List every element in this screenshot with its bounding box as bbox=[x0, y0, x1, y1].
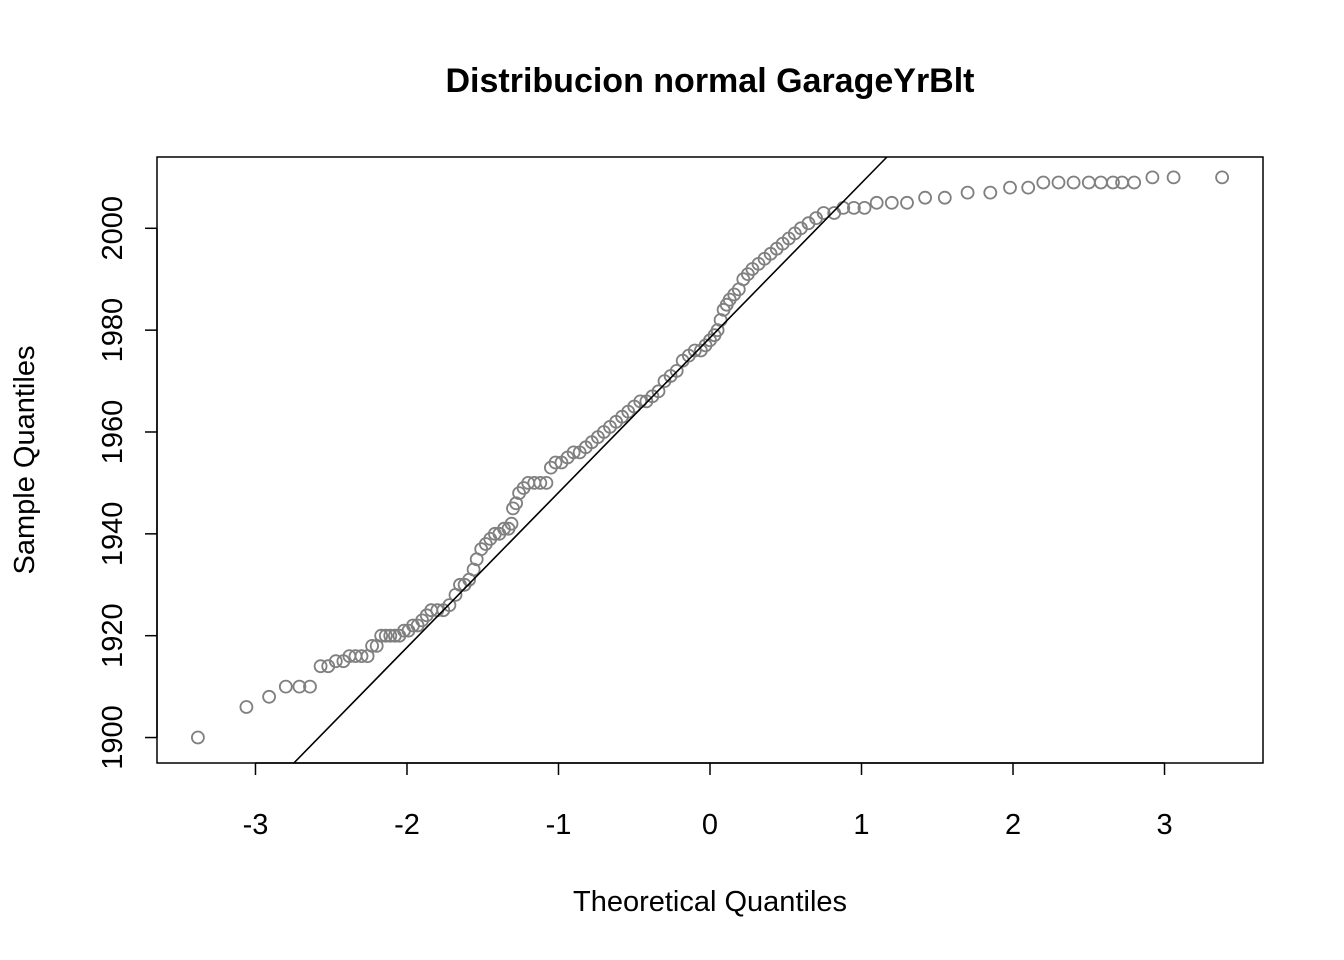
data-point bbox=[539, 475, 554, 490]
data-point bbox=[548, 455, 563, 470]
y-axis: 1900 1920 1940 1960 1980 2000 bbox=[97, 196, 158, 770]
y-tick-label: 1980 bbox=[97, 298, 129, 363]
x-tick-label: -2 bbox=[394, 809, 420, 841]
data-point bbox=[1094, 175, 1108, 190]
data-point bbox=[960, 185, 975, 200]
y-tick-label: 2000 bbox=[97, 196, 129, 261]
x-tick-label: 0 bbox=[702, 809, 718, 841]
x-tick-label: 3 bbox=[1156, 809, 1172, 841]
data-point bbox=[313, 659, 328, 674]
data-point bbox=[1145, 170, 1160, 185]
data-point bbox=[884, 195, 899, 210]
x-axis: -3 -2 -1 0 1 2 3 bbox=[243, 762, 1173, 841]
y-tick-label: 1920 bbox=[97, 603, 129, 668]
x-tick-label: 2 bbox=[1005, 809, 1021, 841]
data-point bbox=[1003, 180, 1017, 195]
x-tick-label: -3 bbox=[243, 809, 269, 841]
data-point bbox=[1106, 175, 1120, 190]
data-point bbox=[710, 323, 725, 338]
data-point bbox=[983, 185, 998, 200]
data-point bbox=[869, 195, 884, 210]
data-point bbox=[1066, 175, 1081, 190]
qq-reference-line bbox=[293, 156, 888, 764]
data-point bbox=[847, 200, 861, 215]
x-tick-label: -1 bbox=[546, 809, 572, 841]
data-point bbox=[292, 679, 307, 694]
data-point bbox=[442, 598, 457, 612]
data-point bbox=[566, 445, 581, 460]
data-point bbox=[1036, 175, 1051, 190]
data-point bbox=[190, 730, 205, 745]
data-point bbox=[1115, 175, 1129, 190]
data-point bbox=[816, 206, 831, 220]
x-tick-label: 1 bbox=[853, 809, 869, 841]
data-point bbox=[669, 363, 684, 378]
data-point bbox=[278, 679, 293, 694]
data-point bbox=[328, 654, 343, 669]
data-point bbox=[1051, 175, 1066, 190]
data-point bbox=[1021, 180, 1036, 195]
data-point bbox=[504, 516, 519, 531]
data-point bbox=[378, 628, 393, 643]
y-tick-label: 1940 bbox=[97, 502, 129, 567]
data-point bbox=[374, 628, 389, 643]
data-point bbox=[383, 628, 398, 643]
data-point bbox=[1215, 170, 1229, 185]
data-point bbox=[262, 689, 277, 704]
y-tick-label: 1960 bbox=[97, 400, 129, 465]
x-axis-label: Theoretical Quantiles bbox=[573, 886, 847, 918]
data-point bbox=[651, 384, 666, 399]
data-layer bbox=[190, 156, 1229, 764]
data-point bbox=[687, 343, 702, 358]
y-tick-label: 1900 bbox=[97, 705, 129, 770]
data-point bbox=[1127, 175, 1142, 190]
data-point bbox=[303, 679, 317, 694]
data-point bbox=[239, 700, 254, 714]
data-point bbox=[918, 190, 932, 205]
y-axis-label: Sample Quantiles bbox=[9, 346, 41, 575]
data-point bbox=[1081, 175, 1096, 190]
data-point bbox=[354, 649, 369, 663]
data-point bbox=[937, 190, 952, 205]
data-point bbox=[365, 639, 380, 653]
data-point bbox=[633, 394, 648, 409]
data-point bbox=[900, 195, 914, 210]
data-point bbox=[857, 200, 872, 215]
chart-title: Distribucion normal GarageYrBlt bbox=[446, 62, 975, 100]
data-point bbox=[1166, 170, 1181, 185]
data-point bbox=[533, 475, 548, 490]
